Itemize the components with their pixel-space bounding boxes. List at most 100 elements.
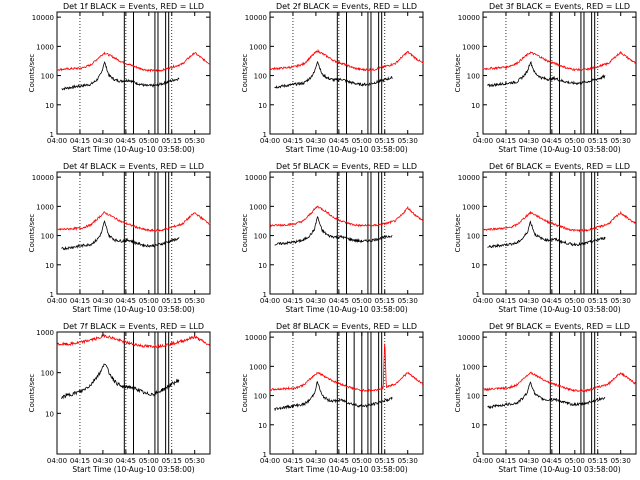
x-tick-label: 05:15 [588, 137, 608, 145]
y-tick-label: 1 [476, 131, 480, 139]
x-tick-label: 05:30 [611, 297, 631, 305]
x-tick-label: 05:00 [352, 297, 372, 305]
series-events-line [61, 61, 180, 91]
panel-det-8f: Det 8f BLACK = Events, RED = LLD 1 10 100 10… [241, 322, 424, 474]
y-axis-label: Counts/sec [241, 54, 249, 93]
y-tick-label: 100 [254, 73, 267, 81]
y-axis-label: Counts/sec [241, 374, 249, 413]
panel-det-5f: Det 5f BLACK = Events, RED = LLD 1 10 100 10… [241, 162, 424, 314]
panel-title: Det 3f BLACK = Events, RED = LLD [489, 2, 630, 11]
x-axis-label: Start Time (10-Aug-10 03:58:00) [285, 465, 407, 474]
series-events-line [61, 363, 180, 400]
y-axis-label: Counts/sec [28, 374, 36, 413]
x-tick-label: 04:00 [47, 137, 67, 145]
y-tick-label: 100 [41, 370, 54, 378]
x-axis-label: Start Time (10-Aug-10 03:58:00) [72, 305, 194, 314]
x-tick-label: 05:00 [139, 137, 159, 145]
x-tick-label: 04:30 [519, 137, 539, 145]
x-tick-label: 05:15 [588, 457, 608, 465]
x-tick-label: 04:00 [473, 457, 493, 465]
panel-title: Det 4f BLACK = Events, RED = LLD [63, 162, 204, 171]
x-tick-label: 04:45 [542, 137, 562, 145]
x-tick-label: 05:30 [611, 457, 631, 465]
panel-det-4f: Det 4f BLACK = Events, RED = LLD 1 10 100 10… [28, 162, 211, 314]
y-tick-label: 1000 [462, 43, 480, 51]
panel-title: Det 6f BLACK = Events, RED = LLD [489, 162, 630, 171]
y-tick-label: 10 [258, 262, 267, 270]
y-axis-label: Counts/sec [454, 54, 462, 93]
series-lld-line [269, 343, 424, 393]
series-lld-line [483, 371, 637, 393]
y-tick-label: 1000 [36, 329, 54, 337]
x-axis-label: Start Time (10-Aug-10 03:58:00) [498, 305, 620, 314]
y-tick-label: 1 [263, 131, 267, 139]
panel-det-9f: Det 9f BLACK = Events, RED = LLD 1 10 100 10… [454, 322, 637, 474]
x-tick-label: 05:00 [565, 137, 585, 145]
panel-det-2f: Det 2f BLACK = Events, RED = LLD 1 10 100 10… [241, 2, 424, 154]
y-tick-label: 10000 [458, 14, 480, 22]
y-tick-label: 1 [50, 291, 54, 299]
y-tick-label: 10 [45, 262, 54, 270]
y-tick-label: 1 [263, 451, 267, 459]
series-events-line [274, 215, 393, 246]
panel-det-7f: Det 7f BLACK = Events, RED = LLD 10 100 100… [28, 322, 211, 474]
x-tick-label: 04:30 [519, 457, 539, 465]
x-tick-label: 05:30 [185, 457, 205, 465]
x-tick-label: 04:00 [260, 137, 280, 145]
x-tick-label: 05:00 [352, 457, 372, 465]
x-tick-label: 05:15 [375, 457, 395, 465]
x-tick-label: 05:15 [162, 457, 182, 465]
x-tick-label: 04:00 [260, 457, 280, 465]
x-tick-label: 04:45 [116, 297, 136, 305]
y-tick-label: 10000 [32, 14, 54, 22]
x-tick-label: 04:30 [93, 137, 113, 145]
x-axis-label: Start Time (10-Aug-10 03:58:00) [285, 305, 407, 314]
y-tick-label: 10 [258, 102, 267, 110]
x-tick-label: 04:30 [306, 457, 326, 465]
x-tick-label: 04:15 [70, 457, 90, 465]
y-tick-label: 10 [45, 102, 54, 110]
x-tick-label: 04:45 [329, 297, 349, 305]
x-tick-label: 04:15 [283, 457, 303, 465]
x-axis-label: Start Time (10-Aug-10 03:58:00) [498, 465, 620, 474]
series-lld-line [482, 210, 637, 233]
x-tick-label: 04:45 [329, 457, 349, 465]
panel-det-6f: Det 6f BLACK = Events, RED = LLD 1 10 100 10… [454, 162, 637, 314]
x-tick-label: 04:30 [519, 297, 539, 305]
x-tick-label: 04:45 [329, 137, 349, 145]
x-tick-label: 05:00 [352, 137, 372, 145]
x-tick-label: 05:30 [185, 297, 205, 305]
y-tick-label: 1 [476, 291, 480, 299]
x-axis-label: Start Time (10-Aug-10 03:58:00) [72, 145, 194, 154]
x-tick-label: 05:15 [162, 297, 182, 305]
series-lld-line [269, 205, 424, 228]
x-tick-label: 04:00 [47, 457, 67, 465]
y-tick-label: 1000 [249, 363, 267, 371]
series-lld-line [482, 50, 637, 72]
y-tick-label: 10 [471, 262, 480, 270]
y-tick-label: 1000 [36, 203, 54, 211]
y-tick-label: 100 [41, 73, 54, 81]
y-tick-label: 1000 [36, 43, 54, 51]
y-tick-label: 1 [263, 291, 267, 299]
x-tick-label: 05:00 [565, 457, 585, 465]
x-tick-label: 05:15 [588, 297, 608, 305]
y-axis-label: Counts/sec [454, 214, 462, 253]
x-tick-label: 04:00 [473, 137, 493, 145]
x-tick-label: 04:15 [496, 297, 516, 305]
x-tick-label: 04:30 [93, 297, 113, 305]
y-tick-label: 1000 [462, 363, 480, 371]
y-tick-label: 100 [41, 233, 54, 241]
x-tick-label: 05:00 [139, 297, 159, 305]
x-tick-label: 04:15 [496, 457, 516, 465]
y-tick-label: 10 [471, 102, 480, 110]
y-tick-label: 1 [50, 131, 54, 139]
x-tick-label: 04:15 [70, 297, 90, 305]
y-tick-label: 10000 [32, 174, 54, 182]
x-axis-label: Start Time (10-Aug-10 03:58:00) [72, 465, 194, 474]
x-tick-label: 05:30 [398, 137, 418, 145]
x-tick-label: 04:15 [70, 137, 90, 145]
x-tick-label: 04:00 [473, 297, 493, 305]
y-tick-label: 1000 [462, 203, 480, 211]
